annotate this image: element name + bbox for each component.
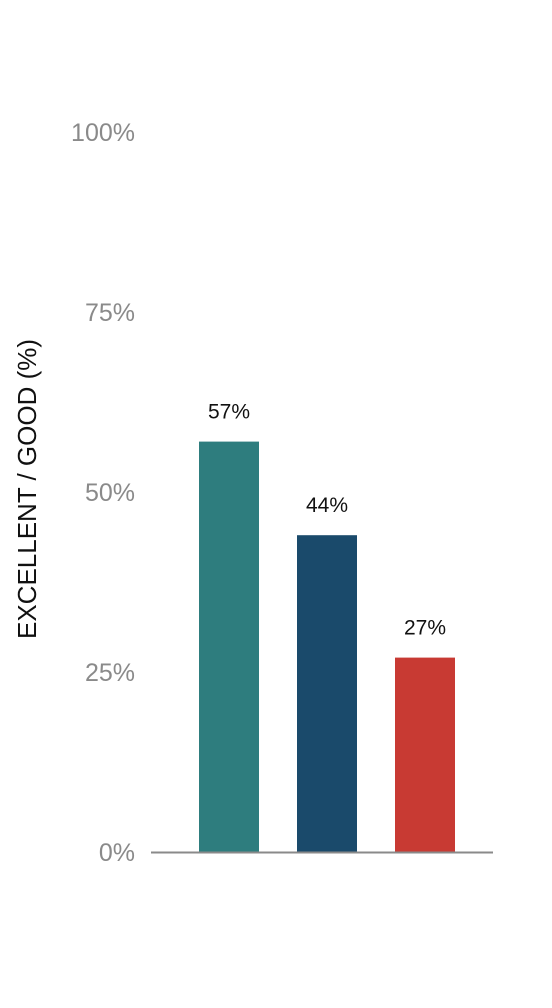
bar — [297, 535, 357, 852]
data-labels: 57% 44% 27% — [208, 401, 446, 640]
y-tick-label: 0% — [99, 839, 135, 867]
bars — [199, 441, 455, 852]
y-axis-ticks: 0% 25% 50% 75% 100% — [71, 119, 135, 867]
y-tick-label: 75% — [85, 299, 135, 327]
y-tick-label: 50% — [85, 479, 135, 507]
y-axis-title: EXCELLENT / GOOD (%) — [12, 339, 42, 639]
y-tick-label: 100% — [71, 119, 135, 147]
bar — [395, 657, 455, 852]
bar — [199, 441, 259, 852]
bar-value-label: 57% — [208, 401, 250, 424]
y-tick-label: 25% — [85, 659, 135, 687]
bar-value-label: 27% — [404, 617, 446, 640]
bar-value-label: 44% — [306, 494, 348, 517]
